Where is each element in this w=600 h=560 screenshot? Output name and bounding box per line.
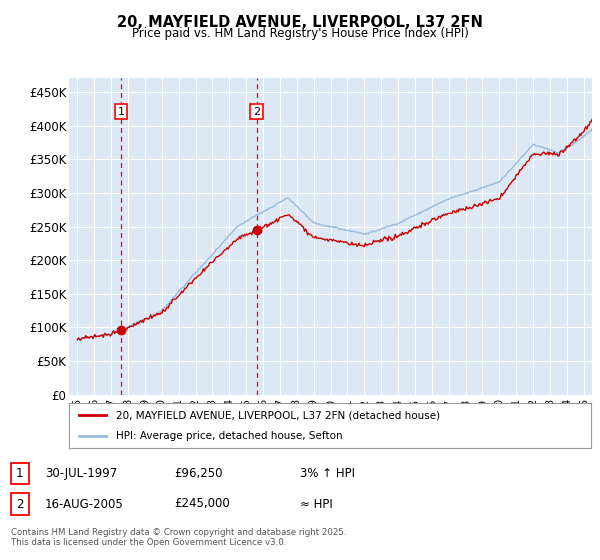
Text: 1: 1 [118, 106, 124, 116]
Text: Price paid vs. HM Land Registry's House Price Index (HPI): Price paid vs. HM Land Registry's House … [131, 27, 469, 40]
Text: Contains HM Land Registry data © Crown copyright and database right 2025.
This d: Contains HM Land Registry data © Crown c… [11, 528, 346, 547]
Text: 3% ↑ HPI: 3% ↑ HPI [300, 466, 355, 480]
Text: 16-AUG-2005: 16-AUG-2005 [45, 497, 124, 511]
Text: 1: 1 [16, 466, 23, 480]
Text: 20, MAYFIELD AVENUE, LIVERPOOL, L37 2FN: 20, MAYFIELD AVENUE, LIVERPOOL, L37 2FN [117, 15, 483, 30]
Text: ≈ HPI: ≈ HPI [300, 497, 333, 511]
Text: £245,000: £245,000 [174, 497, 230, 511]
Text: 20, MAYFIELD AVENUE, LIVERPOOL, L37 2FN (detached house): 20, MAYFIELD AVENUE, LIVERPOOL, L37 2FN … [116, 410, 440, 421]
Text: 30-JUL-1997: 30-JUL-1997 [45, 466, 117, 480]
Text: 2: 2 [16, 497, 23, 511]
Text: 2: 2 [253, 106, 260, 116]
Text: HPI: Average price, detached house, Sefton: HPI: Average price, detached house, Seft… [116, 431, 343, 441]
Text: £96,250: £96,250 [174, 466, 223, 480]
